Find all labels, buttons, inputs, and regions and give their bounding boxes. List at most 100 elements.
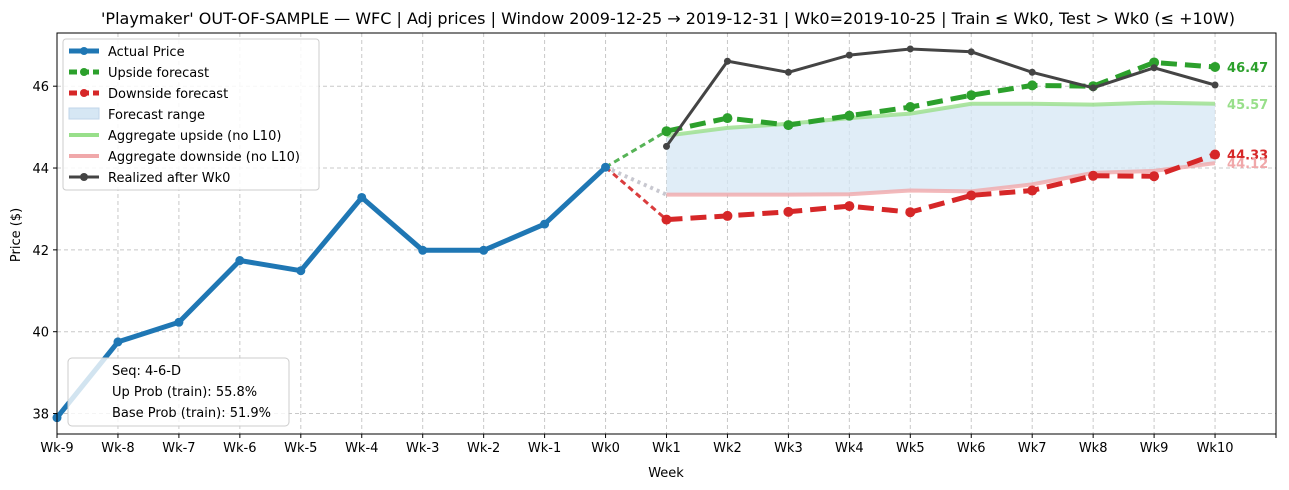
x-tick-label: Wk6 [957, 441, 986, 456]
upside-forecast-point [905, 102, 916, 113]
upside-forecast-point [783, 120, 794, 131]
upside-forecast-point [1149, 57, 1160, 68]
end-label: 44.12 [1227, 157, 1268, 172]
info-box-line: Base Prob (train): 51.9% [112, 406, 271, 421]
actual-price-point [540, 219, 550, 229]
series-upside-forecast [665, 59, 1216, 134]
realized-point [1028, 68, 1036, 76]
y-tick-label: 42 [32, 244, 49, 259]
upside-forecast-point [722, 113, 733, 124]
info-box-line: Up Prob (train): 55.8% [112, 385, 257, 400]
x-tick-label: Wk-2 [467, 441, 500, 456]
x-tick-label: Wk3 [774, 441, 803, 456]
realized-point [1150, 64, 1158, 72]
legend-label: Downside forecast [108, 87, 228, 102]
legend: Actual Price Upside forecast Downside fore… [62, 38, 320, 191]
x-tick-label: Wk8 [1079, 441, 1108, 456]
y-tick-label: 44 [32, 162, 49, 177]
downside-forecast-point [844, 201, 855, 212]
downside-forecast-point [783, 206, 794, 217]
forecast-range-band [666, 102, 1216, 195]
realized-point [663, 142, 670, 150]
legend-marker [80, 68, 88, 76]
legend-marker [80, 89, 88, 97]
legend-label: Actual Price [108, 45, 185, 60]
legend-marker [80, 47, 88, 55]
end-label: 46.47 [1227, 61, 1268, 76]
legend-label: Aggregate upside (no L10) [108, 129, 281, 144]
x-tick-label: Wk-3 [406, 441, 439, 456]
downside-forecast-point [905, 207, 916, 218]
x-tick-label: Wk10 [1197, 441, 1234, 456]
upside-forecast-point [1027, 80, 1038, 91]
x-axis-label: Week [648, 466, 684, 481]
legend-swatch [68, 107, 100, 120]
x-tick-label: Wk-4 [345, 441, 378, 456]
realized-point [845, 51, 853, 59]
x-tick-label: Wk5 [896, 441, 925, 456]
downside-forecast-point [966, 190, 977, 201]
upside-forecast-point [661, 126, 672, 137]
series-aggregate-downside [666, 161, 1216, 197]
series-aggregate-upside [666, 100, 1216, 138]
realized-point [723, 57, 731, 65]
legend-label: Forecast range [108, 108, 205, 123]
realized-point [1211, 81, 1219, 89]
x-tick-label: Wk7 [1018, 441, 1047, 456]
y-tick-label: 40 [32, 326, 49, 341]
x-tick-label: Wk-1 [528, 441, 561, 456]
upside-forecast-point [1210, 61, 1221, 72]
realized-point [967, 48, 975, 56]
info-box: Seq: 4-6-D Up Prob (train): 55.8% Base Pro… [67, 357, 290, 427]
upside-forecast-point [844, 110, 855, 121]
x-tick-label: Wk1 [652, 441, 681, 456]
downside-forecast-point [722, 210, 733, 221]
info-box-frame [67, 357, 290, 427]
legend-label: Realized after Wk0 [108, 171, 230, 186]
legend-label: Upside forecast [108, 66, 209, 81]
actual-price-point [479, 245, 489, 255]
x-tick-label: Wk9 [1140, 441, 1169, 456]
realized-point [784, 68, 792, 76]
legend-marker [80, 173, 88, 181]
actual-price-point [418, 245, 428, 255]
legend-box [62, 38, 320, 191]
actual-price-point [601, 162, 611, 172]
series-downside-forecast [666, 152, 1216, 223]
downside-forecast-point [1027, 185, 1038, 196]
chart-title: 'Playmaker' OUT-OF-SAMPLE — WFC | Adj pr… [101, 9, 1235, 28]
downside-connector [604, 166, 668, 221]
x-tick-label: Wk2 [713, 441, 742, 456]
realized-point [906, 45, 914, 53]
end-label: 45.57 [1227, 98, 1268, 113]
downside-forecast-point [661, 214, 672, 225]
x-tick-label: Wk-5 [284, 441, 317, 456]
y-axis-label: Price ($) [9, 208, 24, 262]
series-actual-price [55, 165, 608, 420]
x-tick-label: Wk0 [591, 441, 620, 456]
x-tick-label: Wk-6 [223, 441, 256, 456]
upside-connector [604, 129, 668, 169]
x-tick-label: Wk4 [835, 441, 864, 456]
downside-forecast-point [1088, 170, 1099, 181]
y-tick-label: 46 [32, 80, 49, 95]
actual-price-point [113, 337, 123, 347]
actual-price-point [235, 256, 245, 266]
legend-label: Aggregate downside (no L10) [108, 150, 300, 165]
x-tick-label: Wk-7 [162, 441, 195, 456]
actual-price-point [357, 192, 367, 202]
upside-forecast-point [966, 90, 977, 101]
actual-price-point [296, 266, 306, 276]
x-tick-label: Wk-9 [40, 441, 73, 456]
x-tick-label: Wk-8 [101, 441, 134, 456]
end-label: 44.33 [1227, 149, 1268, 164]
realized-point [1089, 84, 1097, 92]
y-tick-label: 38 [32, 408, 49, 423]
series-realized [665, 47, 1216, 148]
downside-forecast-point [1149, 171, 1160, 182]
info-box-line: Seq: 4-6-D [112, 364, 181, 379]
downside-forecast-point [1210, 149, 1221, 160]
actual-price-point [174, 317, 184, 327]
